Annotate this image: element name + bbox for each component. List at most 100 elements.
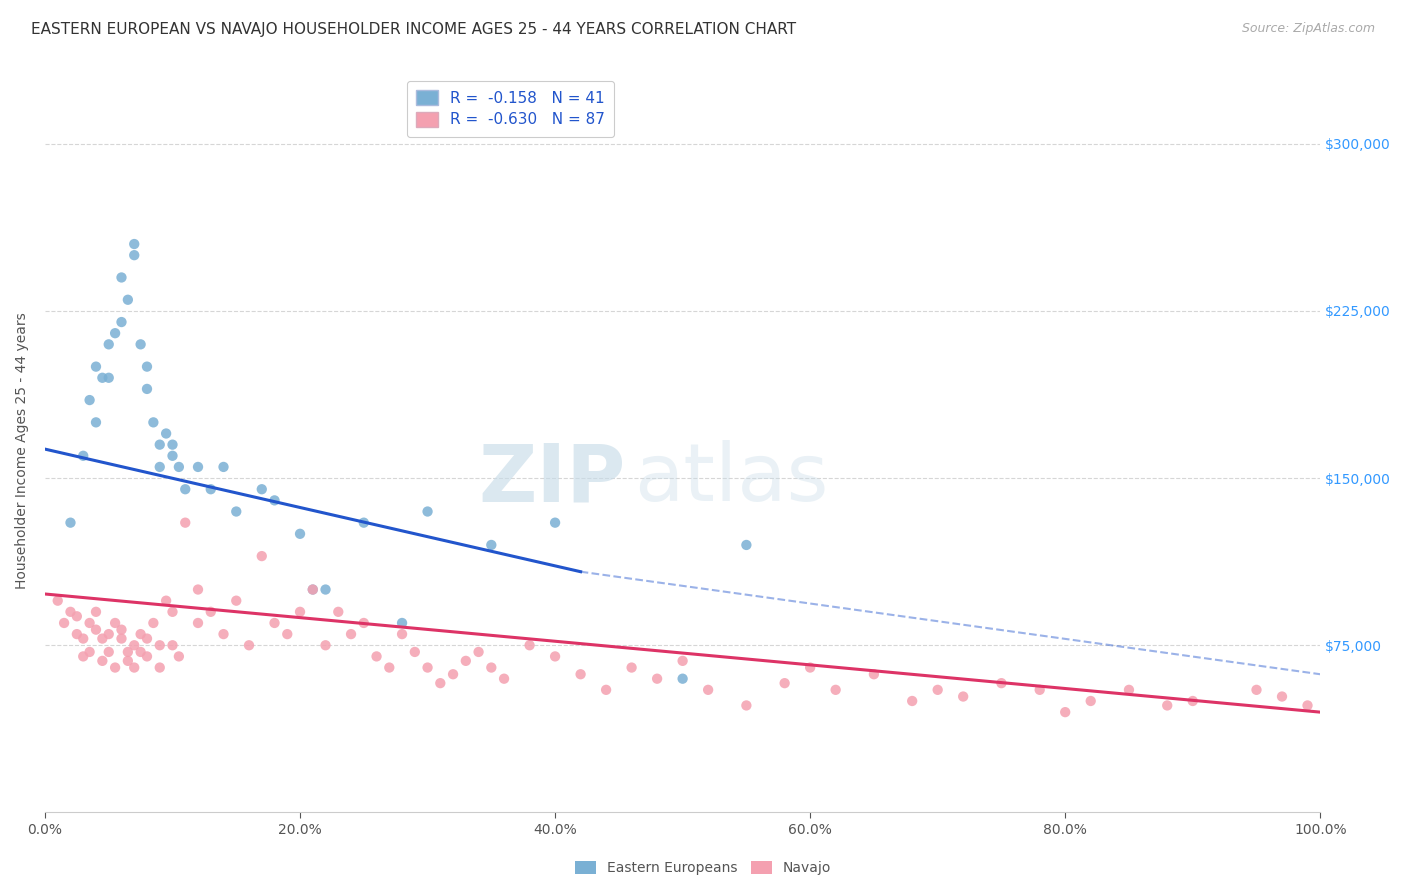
Point: [142, 415, 165, 429]
Point: [569, 667, 592, 681]
Point: [187, 459, 209, 474]
Point: [149, 437, 172, 451]
Point: [672, 672, 695, 686]
Point: [200, 482, 222, 496]
Point: [225, 504, 247, 518]
Point: [136, 359, 159, 374]
Point: [952, 690, 974, 704]
Point: [467, 645, 489, 659]
Point: [672, 654, 695, 668]
Point: [990, 676, 1012, 690]
Point: [340, 627, 363, 641]
Point: [276, 627, 298, 641]
Point: [697, 682, 720, 697]
Point: [250, 549, 273, 563]
Point: [84, 623, 107, 637]
Point: [79, 615, 101, 630]
Point: [136, 649, 159, 664]
Point: [301, 582, 323, 597]
Point: [1271, 690, 1294, 704]
Point: [315, 638, 337, 652]
Point: [97, 371, 120, 385]
Point: [429, 676, 451, 690]
Text: EASTERN EUROPEAN VS NAVAJO HOUSEHOLDER INCOME AGES 25 - 44 YEARS CORRELATION CHA: EASTERN EUROPEAN VS NAVAJO HOUSEHOLDER I…: [31, 22, 796, 37]
Point: [46, 593, 69, 607]
Point: [288, 526, 311, 541]
Point: [162, 638, 184, 652]
Point: [200, 605, 222, 619]
Point: [149, 459, 172, 474]
Point: [122, 248, 145, 262]
Point: [187, 582, 209, 597]
Point: [162, 605, 184, 619]
Point: [129, 627, 152, 641]
Point: [97, 645, 120, 659]
Point: [110, 270, 132, 285]
Point: [212, 459, 235, 474]
Legend: Eastern Europeans, Navajo: Eastern Europeans, Navajo: [569, 855, 837, 880]
Point: [66, 627, 89, 641]
Point: [225, 593, 247, 607]
Point: [167, 459, 190, 474]
Point: [773, 676, 796, 690]
Point: [479, 660, 502, 674]
Point: [901, 694, 924, 708]
Point: [117, 654, 139, 668]
Point: [66, 609, 89, 624]
Point: [288, 605, 311, 619]
Point: [1118, 682, 1140, 697]
Point: [136, 382, 159, 396]
Point: [117, 645, 139, 659]
Point: [149, 660, 172, 674]
Point: [162, 449, 184, 463]
Point: [167, 649, 190, 664]
Point: [174, 482, 197, 496]
Point: [263, 615, 285, 630]
Point: [91, 632, 114, 646]
Point: [735, 698, 758, 713]
Point: [110, 632, 132, 646]
Point: [79, 393, 101, 408]
Point: [104, 615, 127, 630]
Point: [391, 627, 413, 641]
Point: [645, 672, 668, 686]
Point: [79, 645, 101, 659]
Point: [404, 645, 426, 659]
Point: [122, 237, 145, 252]
Point: [416, 660, 439, 674]
Point: [250, 482, 273, 496]
Point: [454, 654, 477, 668]
Point: [212, 627, 235, 641]
Point: [97, 337, 120, 351]
Point: [544, 516, 567, 530]
Point: [91, 371, 114, 385]
Point: [1246, 682, 1268, 697]
Point: [353, 516, 375, 530]
Point: [129, 645, 152, 659]
Point: [174, 516, 197, 530]
Point: [187, 615, 209, 630]
Point: [129, 337, 152, 351]
Point: [72, 649, 94, 664]
Point: [595, 682, 617, 697]
Y-axis label: Householder Income Ages 25 - 44 years: Householder Income Ages 25 - 44 years: [15, 312, 30, 589]
Point: [104, 660, 127, 674]
Point: [378, 660, 401, 674]
Point: [353, 615, 375, 630]
Point: [1080, 694, 1102, 708]
Point: [544, 649, 567, 664]
Point: [1156, 698, 1178, 713]
Point: [863, 667, 886, 681]
Point: [53, 615, 76, 630]
Point: [59, 516, 82, 530]
Text: ZIP: ZIP: [478, 440, 626, 518]
Point: [84, 605, 107, 619]
Point: [1028, 682, 1050, 697]
Point: [162, 437, 184, 451]
Point: [519, 638, 541, 652]
Point: [263, 493, 285, 508]
Point: [620, 660, 643, 674]
Text: atlas: atlas: [634, 440, 828, 518]
Point: [824, 682, 846, 697]
Point: [117, 293, 139, 307]
